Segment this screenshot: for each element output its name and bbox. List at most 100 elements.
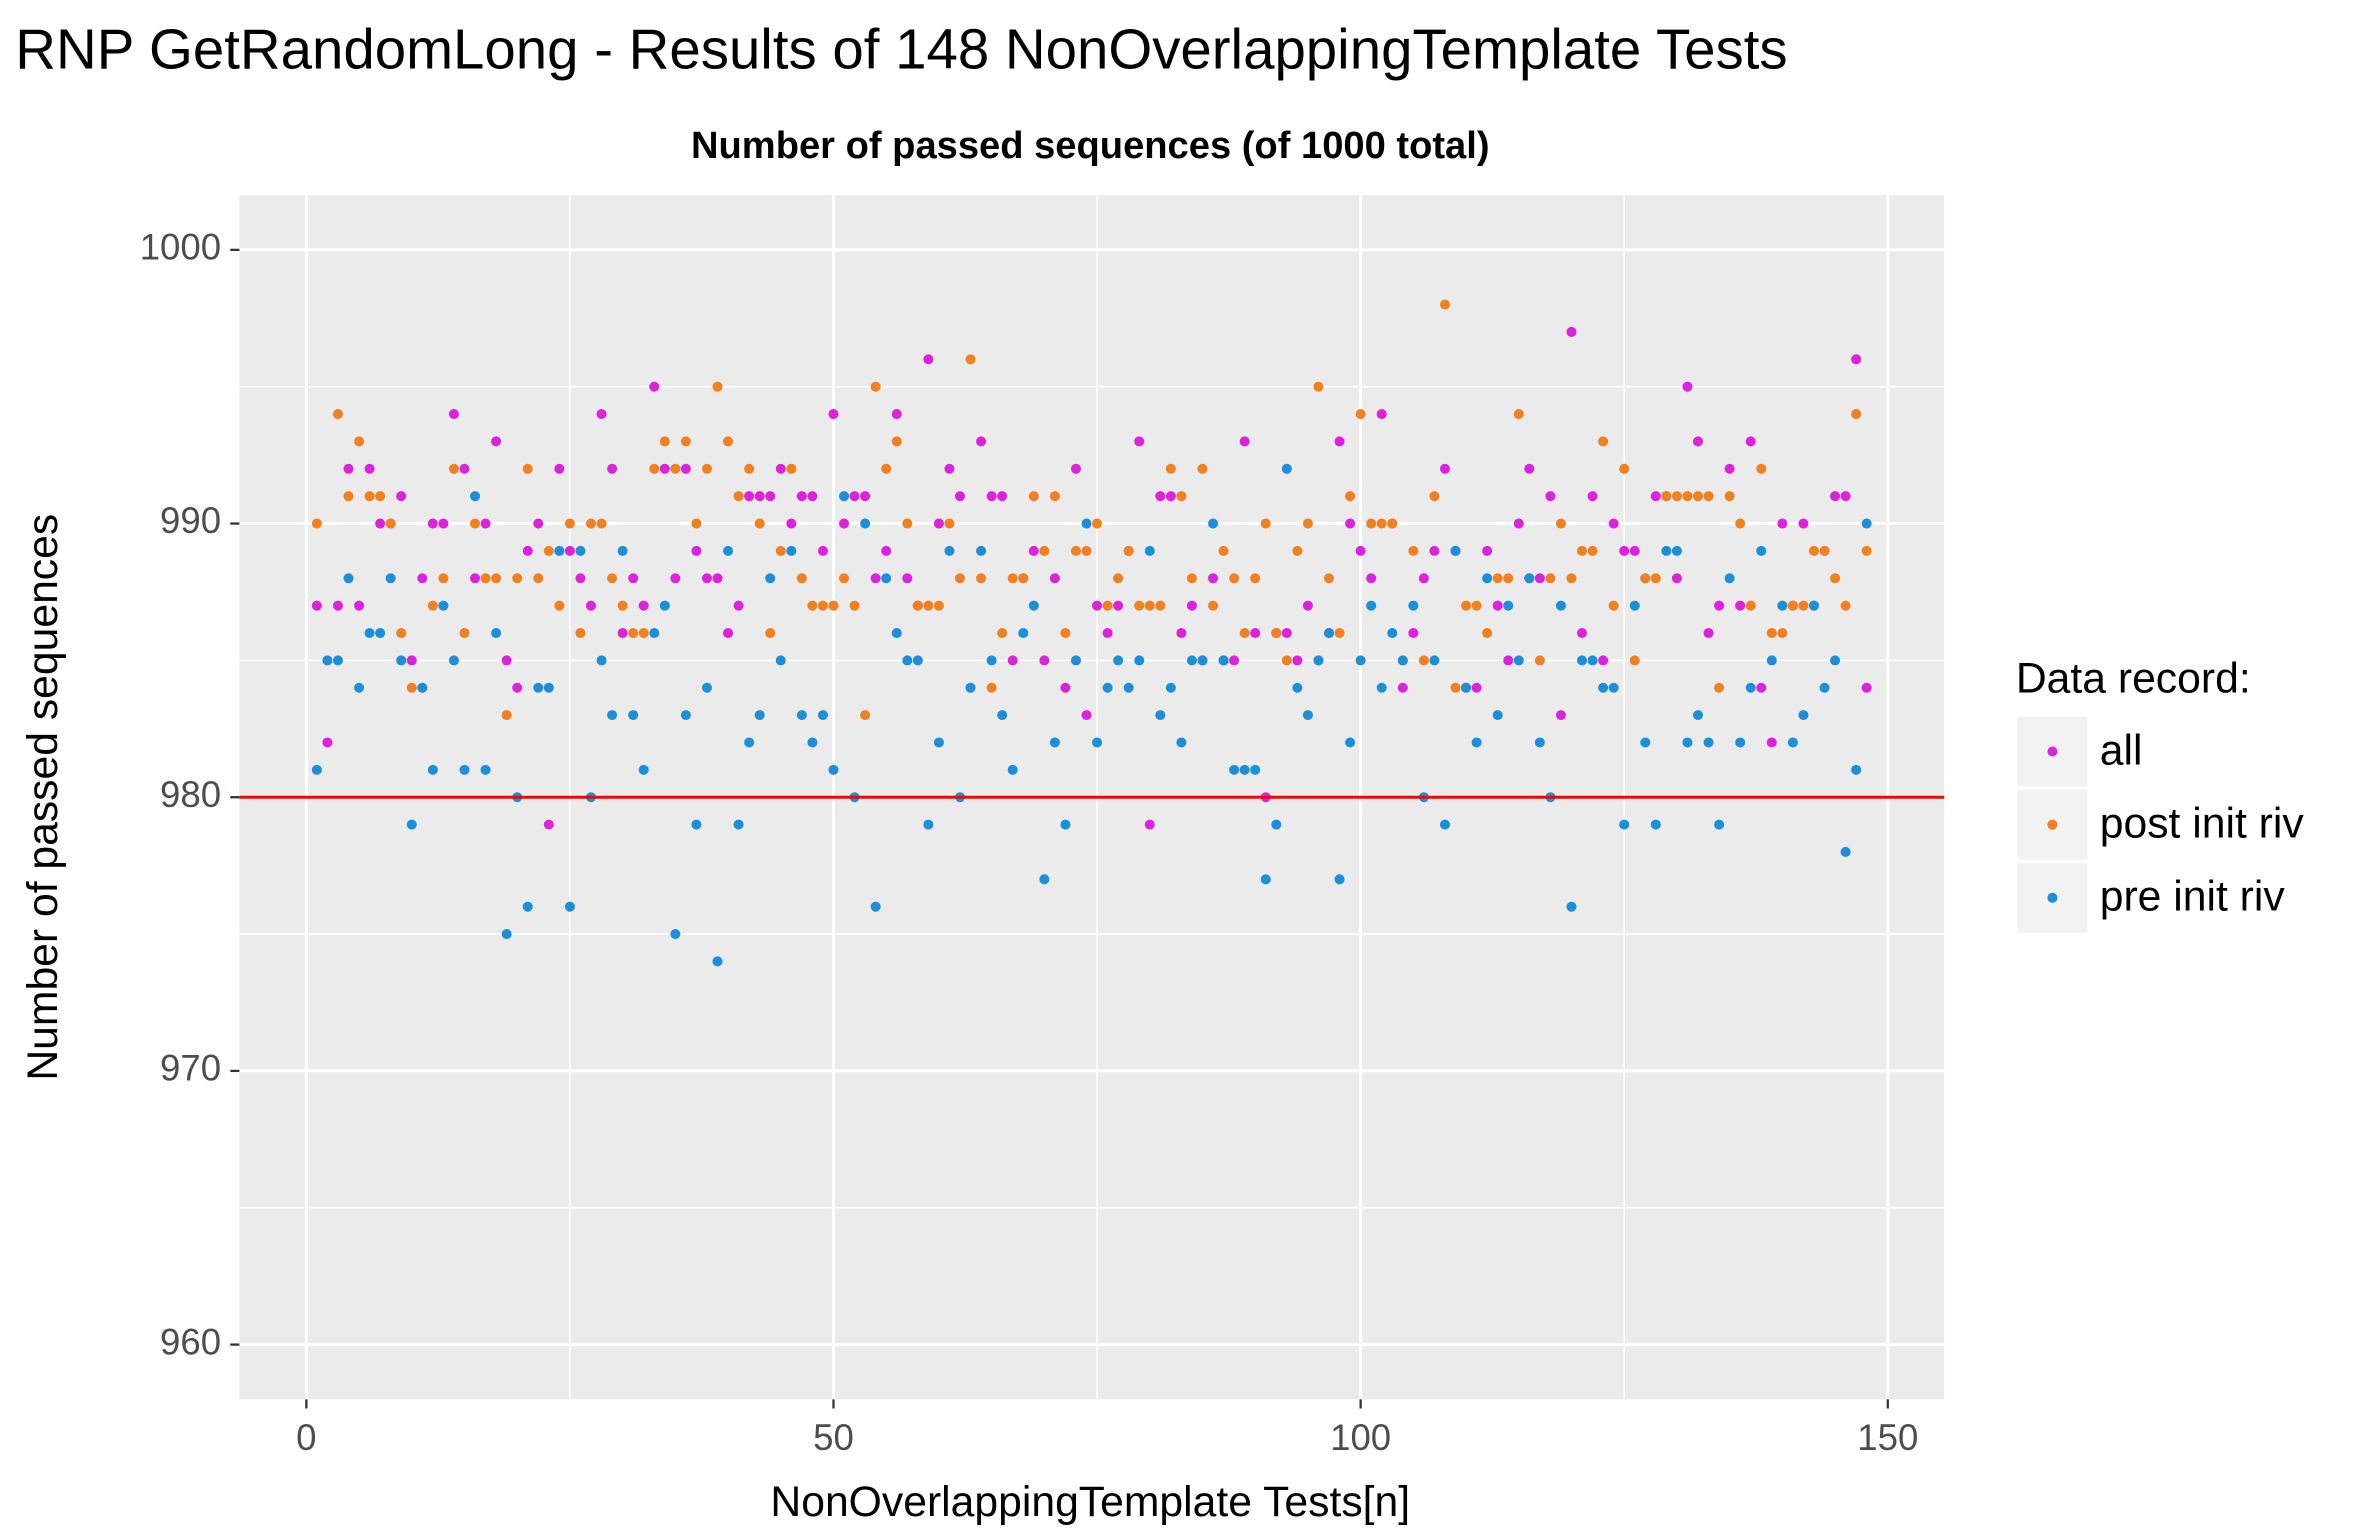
data-point (1798, 518, 1809, 529)
data-point (1534, 737, 1545, 748)
data-point (986, 655, 997, 666)
data-point (1049, 573, 1060, 584)
data-point (1134, 655, 1145, 666)
data-point (343, 463, 354, 474)
data-point (1113, 655, 1124, 666)
data-point (649, 627, 660, 639)
data-point (417, 682, 428, 693)
data-point (543, 819, 554, 830)
data-point (396, 655, 407, 666)
data-point (543, 682, 554, 693)
data-point (417, 573, 428, 584)
data-point (1345, 737, 1356, 748)
data-point (649, 381, 660, 392)
x-tick-label: 100 (1330, 1417, 1391, 1458)
data-point (1313, 655, 1324, 666)
data-point (744, 491, 755, 502)
data-point (944, 463, 955, 474)
x-tick-label: 0 (296, 1417, 316, 1458)
data-point (701, 573, 713, 584)
data-point (870, 381, 881, 392)
data-point (1524, 463, 1535, 474)
data-point (470, 573, 481, 584)
data-point (1302, 600, 1313, 611)
data-point (1186, 655, 1197, 666)
data-point (491, 573, 502, 584)
data-point (649, 463, 660, 474)
data-point (354, 682, 365, 693)
data-point (1439, 819, 1451, 830)
data-point (1851, 764, 1862, 775)
data-point (1703, 627, 1714, 639)
data-point (364, 627, 375, 639)
data-point (997, 491, 1008, 502)
data-point (1534, 655, 1545, 666)
data-point (343, 491, 354, 502)
data-point (1808, 600, 1820, 611)
data-point (1165, 463, 1176, 474)
data-point (438, 573, 449, 584)
data-point (933, 518, 944, 529)
data-point (1482, 573, 1493, 584)
data-point (1629, 545, 1640, 556)
data-point (1724, 573, 1735, 584)
data-point (701, 682, 713, 693)
data-point (1682, 737, 1693, 748)
y-tick-label: 1000 (140, 227, 221, 268)
data-point (744, 463, 755, 474)
data-point (1482, 627, 1493, 639)
data-point (596, 655, 607, 666)
data-point (933, 600, 944, 611)
data-point (332, 409, 344, 420)
legend-title: Data record: (2016, 655, 2251, 703)
data-point (491, 436, 502, 447)
y-tick-label: 960 (160, 1321, 221, 1362)
data-point (1840, 600, 1851, 611)
data-point (1186, 600, 1197, 611)
data-point (891, 627, 902, 639)
data-point (1756, 545, 1767, 556)
data-point (1671, 491, 1682, 502)
data-point (1176, 491, 1187, 502)
data-point (860, 518, 871, 529)
data-point (533, 573, 544, 584)
data-point (870, 901, 881, 912)
data-point (406, 819, 417, 830)
data-point (480, 764, 491, 775)
data-point (564, 545, 575, 556)
data-point (817, 710, 828, 721)
data-point (1123, 545, 1134, 556)
data-point (522, 463, 533, 474)
data-point (1250, 764, 1261, 775)
data-point (1081, 518, 1092, 529)
data-point (691, 545, 702, 556)
data-point (1450, 545, 1461, 556)
data-point (849, 491, 860, 502)
data-point (1471, 600, 1482, 611)
data-point (512, 573, 523, 584)
data-point (723, 627, 734, 639)
data-point (1408, 545, 1419, 556)
data-point (765, 627, 776, 639)
data-point (1650, 819, 1661, 830)
data-point (470, 491, 481, 502)
data-point (997, 710, 1008, 721)
data-point (1682, 381, 1693, 392)
data-point (754, 518, 765, 529)
data-point (796, 710, 807, 721)
data-point (575, 573, 586, 584)
data-point (1345, 518, 1356, 529)
data-point (554, 545, 565, 556)
data-point (628, 710, 639, 721)
legend-marker (2047, 746, 2058, 757)
data-point (1735, 737, 1746, 748)
data-point (1439, 463, 1451, 474)
data-point (1229, 573, 1240, 584)
data-point (533, 682, 544, 693)
data-point (448, 463, 459, 474)
data-point (1355, 655, 1366, 666)
data-point (1714, 682, 1725, 693)
data-point (596, 518, 607, 529)
data-point (1218, 655, 1229, 666)
data-point (723, 545, 734, 556)
